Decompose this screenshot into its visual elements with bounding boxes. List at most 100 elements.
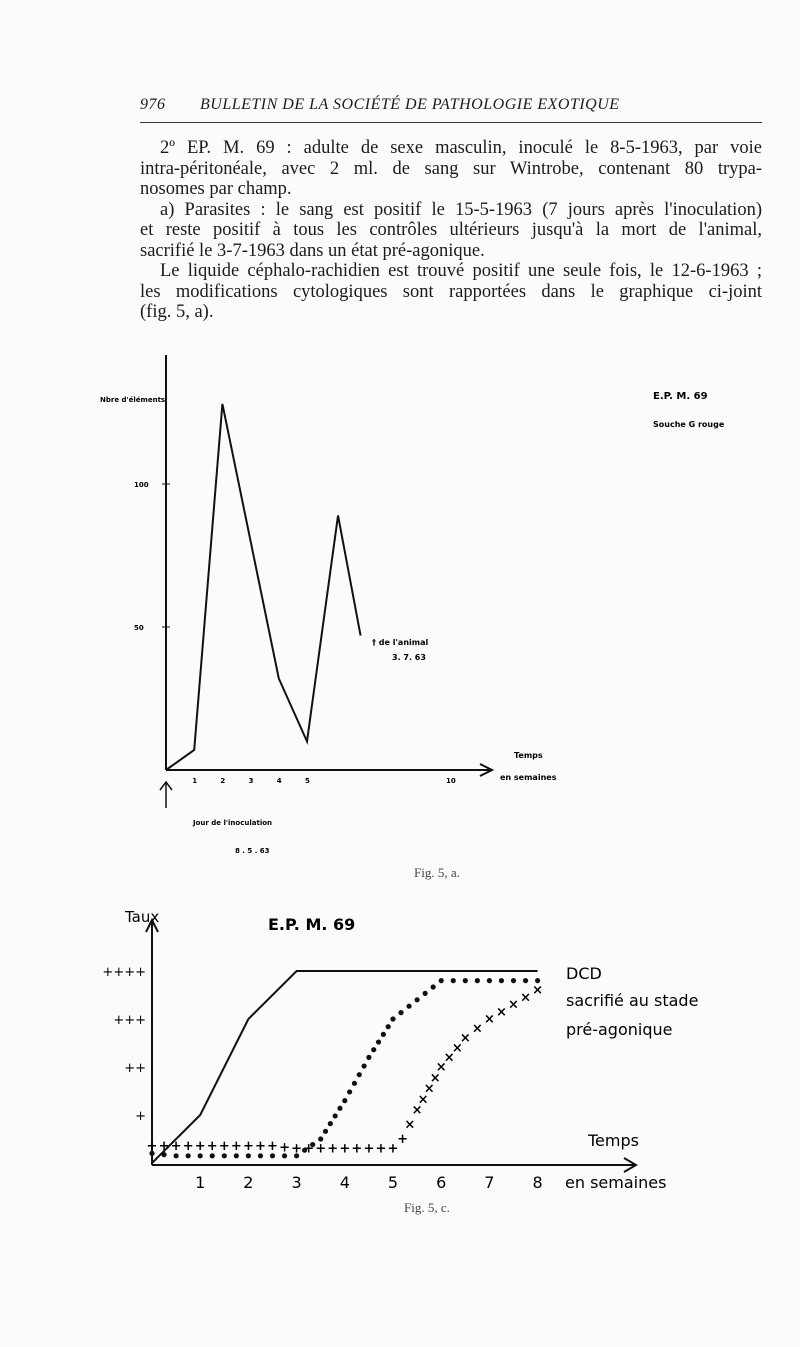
series-cross-mark: +	[195, 1139, 206, 1154]
series-dot-mark	[375, 1039, 382, 1045]
series-cross-mark: +	[147, 1139, 158, 1154]
series-dot-mark	[398, 1010, 404, 1016]
series-dot-mark	[522, 978, 529, 984]
y-tick-label: ++++	[102, 965, 146, 980]
series-dot-mark	[245, 1153, 251, 1159]
x-tick-label: 3	[292, 1173, 302, 1192]
series-dot-mark	[327, 1121, 333, 1127]
x-tick-label: 1	[195, 1173, 205, 1192]
text-line: (fig. 5, a).	[140, 302, 214, 322]
x-tick-label: 7	[484, 1173, 494, 1192]
x-tick-label: 2	[243, 1173, 253, 1192]
series-dot-mark	[498, 978, 505, 984]
series-dot-mark	[173, 1153, 179, 1159]
series-dot-mark	[406, 1003, 412, 1009]
series-dot-mark	[510, 978, 517, 984]
running-header: BULLETIN DE LA SOCIÉTÉ DE PATHOLOGIE EXO…	[200, 96, 620, 113]
series-dot-mark	[535, 978, 541, 984]
series-dot-mark	[294, 1153, 300, 1159]
series-cross-mark: +	[339, 1142, 350, 1157]
series-cross-mark: ×	[452, 1041, 463, 1056]
x-tick-label: 4	[340, 1173, 350, 1192]
series-cross-mark: +	[267, 1139, 278, 1154]
series-dot-mark	[221, 1153, 227, 1159]
x-label-line1: Temps	[514, 751, 543, 760]
series-cross-mark: +	[159, 1139, 170, 1154]
legend-dcd: DCD	[566, 964, 602, 983]
x-axis-arrow	[623, 1157, 638, 1173]
inoculation-date: 8 . 5 . 63	[235, 847, 270, 855]
series-cross-mark: +	[231, 1139, 242, 1154]
series-dot-mark	[342, 1098, 348, 1104]
series-dot-mark	[197, 1153, 203, 1159]
x-tick-label: 5	[388, 1173, 398, 1192]
y-label-1: Nbre d'éléments	[100, 396, 165, 404]
x-tick-label: 1	[192, 777, 197, 785]
series-dot-mark	[322, 1128, 329, 1134]
text-line: et reste positif à tous les contrôles ul…	[140, 220, 762, 240]
chart-title: E.P. M. 69	[653, 391, 708, 402]
series-dot-mark	[310, 1142, 316, 1148]
death-annotation: † de l'animal	[372, 638, 428, 647]
x-tick-label: 5	[305, 777, 310, 785]
series-dot-mark	[185, 1153, 191, 1159]
figure-5c-chart: Taux E.P. M. 69 ++++++++++1 2 3 4 5 6 7 8+ + + + + +…	[102, 908, 698, 1192]
series-cross-mark: +	[303, 1142, 314, 1157]
series-cross-mark: +	[243, 1139, 254, 1154]
series-dot-mark	[462, 978, 468, 984]
series-cross-mark: ×	[472, 1022, 483, 1037]
series-dot-mark	[351, 1080, 358, 1086]
series-dot-mark	[209, 1153, 215, 1159]
series-dot-mark	[356, 1072, 362, 1078]
x-tick-label: 6	[436, 1173, 446, 1192]
series-dot-mark	[281, 1153, 288, 1159]
text-line: a) Parasites : le sang est positif le 15…	[160, 199, 762, 220]
text-line: Le liquide céphalo-rachidien est trouvé …	[160, 261, 762, 281]
inoculation-label: Jour de l'inoculation	[192, 819, 272, 827]
inoculation-arrowhead	[159, 780, 173, 791]
series-dot-mark	[385, 1024, 391, 1030]
series-dot-mark	[161, 1152, 167, 1158]
series-dot-mark	[332, 1113, 338, 1119]
series-dot-mark	[422, 990, 428, 997]
x-label-line1: Temps	[587, 1131, 639, 1150]
text-line: intra-péritonéale, avec 2 ml. de sang su…	[140, 158, 762, 179]
series-cross-mark: ×	[484, 1012, 495, 1027]
y-tick-label: 100	[134, 481, 149, 489]
series-cross-mark: ×	[418, 1092, 429, 1107]
series-dot-mark	[414, 997, 420, 1003]
x-tick-label: 8	[533, 1173, 543, 1192]
series-dot-mark	[361, 1063, 367, 1069]
text-line: les modifications cytologiques sont rapp…	[140, 281, 762, 302]
chart-subtitle: Souche G rouge	[653, 420, 725, 429]
series-cross-mark: ×	[404, 1118, 415, 1133]
text-line: sacrifié le 3-7-1963 dans un état pré-ag…	[140, 240, 485, 261]
series-cross-mark: ×	[444, 1050, 455, 1065]
x-tick-label: 10	[446, 777, 456, 785]
series-cross-mark: +	[327, 1142, 338, 1157]
data-line	[165, 403, 362, 771]
series-cross-mark: +	[219, 1139, 230, 1154]
series-cross-mark: +	[375, 1142, 386, 1157]
series-cross-mark: +	[207, 1139, 218, 1154]
series-cross-mark: +	[183, 1139, 194, 1154]
y-tick-label: +++	[113, 1013, 146, 1028]
body-text: 2º EP. M. 69 : adulte de sexe masculin, …	[140, 138, 762, 323]
page-number: 976	[140, 96, 166, 113]
x-axis-arrow	[479, 763, 495, 777]
series-dot-mark	[371, 1047, 377, 1053]
death-date: 3. 7. 63	[392, 653, 426, 662]
series-dot-mark	[474, 978, 480, 984]
series-dot-mark	[347, 1089, 353, 1095]
series-cross-mark: +	[363, 1142, 374, 1157]
figure-5a-caption: Fig. 5, a.	[414, 865, 460, 880]
series-dot-mark	[450, 978, 456, 984]
series-dot-mark	[430, 984, 436, 990]
chart-title: E.P. M. 69	[268, 915, 355, 934]
series-dot-mark	[257, 1153, 264, 1159]
header-rule	[140, 122, 762, 123]
series-cross-mark: ×	[412, 1103, 423, 1118]
series-cross-mark: ×	[532, 983, 543, 998]
series-cross-mark: +	[388, 1142, 399, 1157]
series-dot-mark	[318, 1136, 324, 1142]
